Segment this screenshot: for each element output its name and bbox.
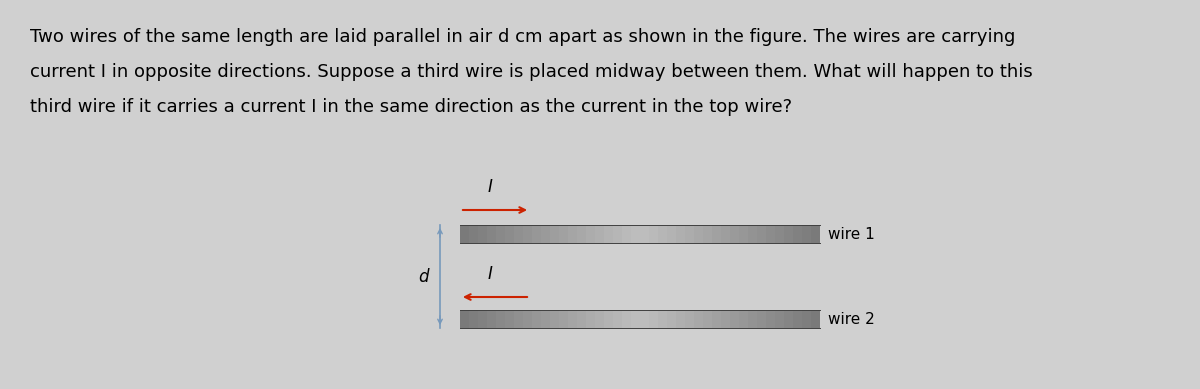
Bar	[568, 310, 577, 328]
Bar	[604, 310, 613, 328]
Bar	[748, 225, 757, 243]
Bar	[730, 310, 739, 328]
Bar	[568, 225, 577, 243]
Bar	[559, 310, 568, 328]
Bar	[478, 225, 487, 243]
Bar	[622, 310, 631, 328]
Bar	[595, 310, 604, 328]
Bar	[703, 310, 712, 328]
Bar	[631, 310, 640, 328]
Bar	[577, 225, 586, 243]
Bar	[613, 310, 622, 328]
Bar	[469, 225, 478, 243]
Bar	[469, 310, 478, 328]
Bar	[559, 225, 568, 243]
Bar	[622, 225, 631, 243]
Bar	[550, 310, 559, 328]
Bar	[514, 225, 523, 243]
Text: wire 2: wire 2	[828, 312, 875, 326]
Bar	[766, 225, 775, 243]
Bar	[487, 310, 496, 328]
Text: wire 1: wire 1	[828, 226, 875, 242]
Bar	[640, 225, 649, 243]
Bar	[505, 310, 514, 328]
Bar	[766, 310, 775, 328]
Bar	[595, 225, 604, 243]
Bar	[460, 310, 469, 328]
Bar	[496, 225, 505, 243]
Bar	[748, 310, 757, 328]
Bar	[523, 225, 532, 243]
Bar	[793, 225, 802, 243]
Bar	[703, 225, 712, 243]
Bar	[478, 310, 487, 328]
Bar	[694, 310, 703, 328]
Bar	[811, 310, 820, 328]
Bar	[757, 225, 766, 243]
Bar	[577, 310, 586, 328]
Bar	[487, 225, 496, 243]
Bar	[604, 225, 613, 243]
Bar	[649, 310, 658, 328]
Bar	[739, 310, 748, 328]
Bar	[586, 225, 595, 243]
Bar	[658, 310, 667, 328]
Bar	[802, 225, 811, 243]
Bar	[811, 225, 820, 243]
Text: I: I	[487, 265, 492, 283]
Bar	[712, 310, 721, 328]
Bar	[505, 225, 514, 243]
Bar	[631, 225, 640, 243]
Bar	[685, 225, 694, 243]
Bar	[685, 310, 694, 328]
Bar	[676, 225, 685, 243]
Text: Two wires of the same length are laid parallel in air d cm apart as shown in the: Two wires of the same length are laid pa…	[30, 28, 1015, 46]
Bar	[721, 225, 730, 243]
Bar	[730, 225, 739, 243]
Bar	[640, 310, 649, 328]
Bar	[523, 310, 532, 328]
Bar	[613, 225, 622, 243]
Bar	[532, 310, 541, 328]
Text: d: d	[418, 268, 428, 286]
Bar	[712, 225, 721, 243]
Bar	[496, 310, 505, 328]
Bar	[721, 310, 730, 328]
Bar	[550, 225, 559, 243]
Text: I: I	[487, 178, 492, 196]
Bar	[802, 310, 811, 328]
Bar	[793, 310, 802, 328]
Bar	[541, 225, 550, 243]
Bar	[784, 310, 793, 328]
Bar	[676, 310, 685, 328]
Bar	[586, 310, 595, 328]
Bar	[658, 225, 667, 243]
Bar	[739, 225, 748, 243]
Bar	[514, 310, 523, 328]
Bar	[775, 225, 784, 243]
Bar	[667, 225, 676, 243]
Bar	[775, 310, 784, 328]
Bar	[649, 225, 658, 243]
Bar	[460, 225, 469, 243]
Bar	[667, 310, 676, 328]
Bar	[532, 225, 541, 243]
Bar	[541, 310, 550, 328]
Text: current I in opposite directions. Suppose a third wire is placed midway between : current I in opposite directions. Suppos…	[30, 63, 1033, 81]
Text: third wire if it carries a current I in the same direction as the current in the: third wire if it carries a current I in …	[30, 98, 792, 116]
Bar	[784, 225, 793, 243]
Bar	[694, 225, 703, 243]
Bar	[757, 310, 766, 328]
